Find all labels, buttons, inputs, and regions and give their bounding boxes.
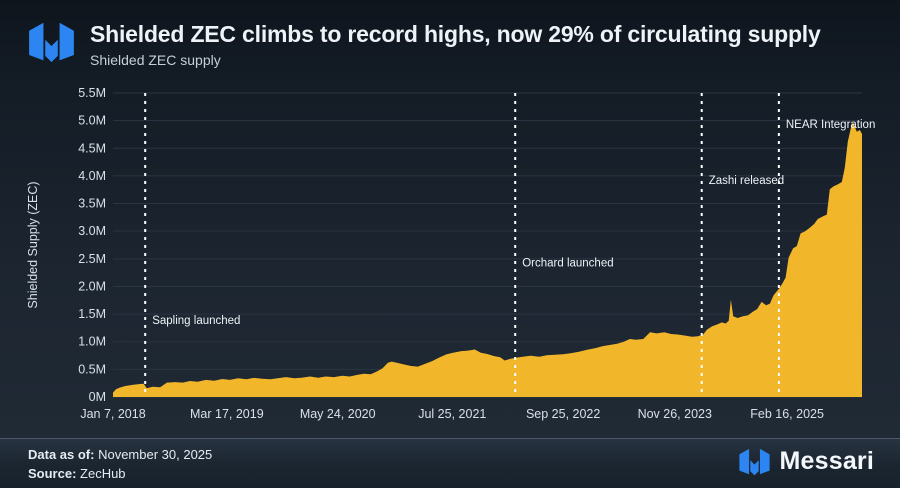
x-tick-label: Mar 17, 2019: [190, 407, 264, 421]
y-tick-label: 3.0M: [78, 224, 106, 238]
messari-logo-icon: [29, 22, 74, 63]
event-label: Zashi released: [709, 175, 784, 187]
y-tick-label: 4.5M: [78, 141, 106, 155]
area-chart: Sapling launched Orchard launched Zashi re…: [26, 86, 876, 421]
y-tick-label: 1.0M: [78, 335, 106, 349]
y-tick-label: 2.5M: [78, 252, 106, 266]
y-tick-label: 4.0M: [78, 169, 106, 183]
y-tick-label: 0.5M: [78, 362, 106, 376]
page-subtitle: Shielded ZEC supply: [90, 52, 221, 68]
y-tick-label: 5.5M: [78, 86, 106, 100]
footer-meta: Data as of: November 30, 2025 Source: Ze…: [28, 445, 212, 483]
page-title: Shielded ZEC climbs to record highs, now…: [90, 21, 821, 47]
y-tick-label: 3.5M: [78, 197, 106, 211]
messari-logo-icon: [739, 448, 771, 476]
y-tick-label: 5.0M: [78, 114, 106, 128]
brand-wordmark: Messari: [779, 447, 874, 475]
x-tick-label: Jul 25, 2021: [418, 407, 486, 421]
data-as-of: Data as of: November 30, 2025: [28, 447, 213, 462]
event-label: NEAR Integration: [786, 119, 876, 131]
event-label: Sapling launched: [152, 315, 240, 327]
x-tick-label: Jan 7, 2018: [80, 407, 145, 421]
shielded-supply-area: [113, 122, 862, 398]
x-tick-label: May 24, 2020: [300, 407, 376, 421]
y-axis-title: Shielded Supply (ZEC): [26, 181, 40, 308]
y-tick-label: 0M: [89, 390, 106, 404]
x-tick-label: Sep 25, 2022: [526, 407, 600, 421]
event-label: Orchard launched: [522, 257, 613, 269]
source: Source: ZecHub: [28, 466, 126, 481]
footer-bar: Data as of: November 30, 2025 Source: Ze…: [0, 438, 900, 488]
footer-brand: Messari: [739, 447, 874, 476]
x-tick-label: Feb 16, 2025: [750, 407, 824, 421]
x-tick-label: Nov 26, 2023: [638, 407, 712, 421]
y-tick-label: 1.5M: [78, 307, 106, 321]
chart-panel: Shielded ZEC climbs to record highs, now…: [0, 0, 900, 438]
y-tick-label: 2.0M: [78, 279, 106, 293]
